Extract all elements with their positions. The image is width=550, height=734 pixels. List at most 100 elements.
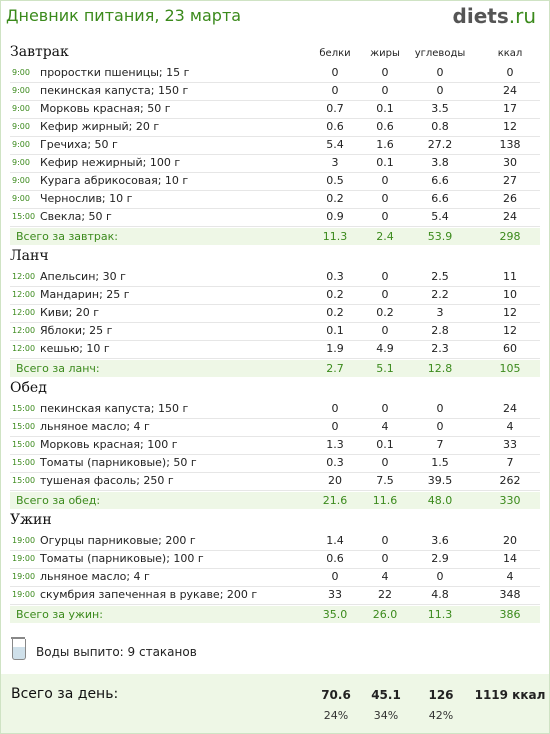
page-title: Дневник питания, 23 марта — [6, 6, 242, 25]
food-row[interactable]: 19:00 скумбрия запеченная в рукаве; 200 г… — [10, 586, 540, 605]
food-row[interactable]: 9:00 Кефир жирный; 20 г 0.6 0.6 0.8 12 — [10, 118, 540, 137]
day-fat-pct: 34% — [373, 709, 399, 722]
food-kcal: 33 — [503, 438, 517, 451]
food-protein: 0.1 — [326, 324, 344, 337]
food-row[interactable]: 12:00 Апельсин; 30 г 0.3 0 2.5 11 — [10, 268, 540, 287]
food-fat: 0.2 — [376, 306, 394, 319]
site-logo[interactable]: diets.ru — [453, 4, 536, 28]
food-name: Курага абрикосовая; 10 г — [40, 174, 189, 187]
food-row[interactable]: 9:00 пекинская капуста; 150 г 0 0 0 24 — [10, 82, 540, 101]
food-carbs: 1.5 — [431, 456, 449, 469]
food-row[interactable]: 9:00 Курага абрикосовая; 10 г 0.5 0 6.6 27 — [10, 172, 540, 191]
food-kcal: 24 — [503, 84, 517, 97]
food-row[interactable]: 9:00 проростки пшеницы; 15 г 0 0 0 0 — [10, 64, 540, 83]
total-carbs: 48.0 — [427, 494, 453, 507]
food-kcal: 26 — [503, 192, 517, 205]
food-carbs: 2.3 — [431, 342, 449, 355]
food-time: 9:00 — [12, 122, 30, 131]
day-carbs: 126 — [428, 688, 454, 702]
food-row[interactable]: 12:00 кешью; 10 г 1.9 4.9 2.3 60 — [10, 340, 540, 359]
meal-total-row: Всего за ланч: 2.7 5.1 12.8 105 — [10, 360, 540, 377]
food-protein: 0 — [331, 402, 339, 415]
meal-title: Ланч — [10, 248, 49, 264]
logo-main: diets — [452, 4, 509, 28]
food-protein: 1.9 — [326, 342, 344, 355]
food-carbs: 6.6 — [431, 174, 449, 187]
food-time: 9:00 — [12, 194, 30, 203]
food-name: льняное масло; 4 г — [40, 420, 150, 433]
food-row[interactable]: 19:00 Огурцы парниковые; 200 г 1.4 0 3.6 20 — [10, 532, 540, 551]
food-kcal: 17 — [503, 102, 517, 115]
meal-total-label: Всего за завтрак: — [16, 230, 119, 243]
column-headers: белки жиры углеводы ккал — [0, 48, 550, 62]
food-kcal: 348 — [499, 588, 521, 601]
food-fat: 0 — [381, 270, 389, 283]
food-kcal: 4 — [506, 570, 514, 583]
food-time: 19:00 — [12, 554, 36, 563]
food-name: Кефир нежирный; 100 г — [40, 156, 181, 169]
food-kcal: 27 — [503, 174, 517, 187]
day-kcal: 1119 ккал — [474, 688, 546, 702]
food-kcal: 14 — [503, 552, 517, 565]
food-row[interactable]: 15:00 Морковь красная; 100 г 1.3 0.1 7 33 — [10, 436, 540, 455]
meal-title: Обед — [10, 380, 47, 396]
food-name: Чернослив; 10 г — [40, 192, 133, 205]
day-protein-pct: 24% — [323, 709, 349, 722]
food-row[interactable]: 15:00 Томаты (парниковые); 50 г 0.3 0 1.5 7 — [10, 454, 540, 473]
food-protein: 0.7 — [326, 102, 344, 115]
total-kcal: 330 — [499, 494, 521, 507]
food-row[interactable]: 15:00 Свекла; 50 г 0.9 0 5.4 24 — [10, 208, 540, 227]
food-time: 12:00 — [12, 344, 36, 353]
food-time: 19:00 — [12, 590, 36, 599]
food-row[interactable]: 15:00 тушеная фасоль; 250 г 20 7.5 39.5 262 — [10, 472, 540, 491]
food-row[interactable]: 9:00 Кефир нежирный; 100 г 3 0.1 3.8 30 — [10, 154, 540, 173]
food-name: льняное масло; 4 г — [40, 570, 150, 583]
food-row[interactable]: 9:00 Гречиха; 50 г 5.4 1.6 27.2 138 — [10, 136, 540, 155]
food-row[interactable]: 15:00 пекинская капуста; 150 г 0 0 0 24 — [10, 400, 540, 419]
food-time: 9:00 — [12, 140, 30, 149]
food-fat: 0 — [381, 324, 389, 337]
water-glass-icon — [11, 637, 26, 660]
food-row[interactable]: 12:00 Киви; 20 г 0.2 0.2 3 12 — [10, 304, 540, 323]
food-name: Огурцы парниковые; 200 г — [40, 534, 196, 547]
food-time: 9:00 — [12, 176, 30, 185]
day-fat: 45.1 — [371, 688, 401, 702]
food-time: 15:00 — [12, 440, 36, 449]
food-kcal: 12 — [503, 306, 517, 319]
total-fat: 26.0 — [372, 608, 398, 621]
food-carbs: 0 — [436, 420, 444, 433]
food-fat: 22 — [378, 588, 392, 601]
food-time: 15:00 — [12, 422, 36, 431]
food-row[interactable]: 19:00 льняное масло; 4 г 0 4 0 4 — [10, 568, 540, 587]
food-time: 15:00 — [12, 212, 36, 221]
food-fat: 0 — [381, 534, 389, 547]
food-row[interactable]: 9:00 Морковь красная; 50 г 0.7 0.1 3.5 17 — [10, 100, 540, 119]
food-name: Киви; 20 г — [40, 306, 100, 319]
food-name: Морковь красная; 100 г — [40, 438, 178, 451]
food-row[interactable]: 12:00 Яблоки; 25 г 0.1 0 2.8 12 — [10, 322, 540, 341]
header-protein: белки — [319, 48, 351, 59]
food-row[interactable]: 9:00 Чернослив; 10 г 0.2 0 6.6 26 — [10, 190, 540, 209]
food-row[interactable]: 15:00 льняное масло; 4 г 0 4 0 4 — [10, 418, 540, 437]
food-name: Мандарин; 25 г — [40, 288, 130, 301]
food-fat: 0.1 — [376, 156, 394, 169]
food-row[interactable]: 19:00 Томаты (парниковые); 100 г 0.6 0 2.9 14 — [10, 550, 540, 569]
food-fat: 0 — [381, 210, 389, 223]
food-fat: 0 — [381, 174, 389, 187]
food-kcal: 0 — [506, 66, 514, 79]
food-name: Кефир жирный; 20 г — [40, 120, 160, 133]
food-time: 19:00 — [12, 536, 36, 545]
total-protein: 2.7 — [326, 362, 344, 375]
food-fat: 0 — [381, 456, 389, 469]
food-fat: 0.1 — [376, 102, 394, 115]
food-protein: 0 — [331, 570, 339, 583]
food-name: пекинская капуста; 150 г — [40, 402, 189, 415]
food-name: проростки пшеницы; 15 г — [40, 66, 190, 79]
food-row[interactable]: 12:00 Мандарин; 25 г 0.2 0 2.2 10 — [10, 286, 540, 305]
day-total-label: Всего за день: — [11, 686, 119, 702]
header-kcal: ккал — [497, 48, 523, 59]
food-carbs: 0 — [436, 66, 444, 79]
food-carbs: 6.6 — [431, 192, 449, 205]
food-carbs: 4.8 — [431, 588, 449, 601]
meal-title: Завтрак — [10, 44, 69, 60]
